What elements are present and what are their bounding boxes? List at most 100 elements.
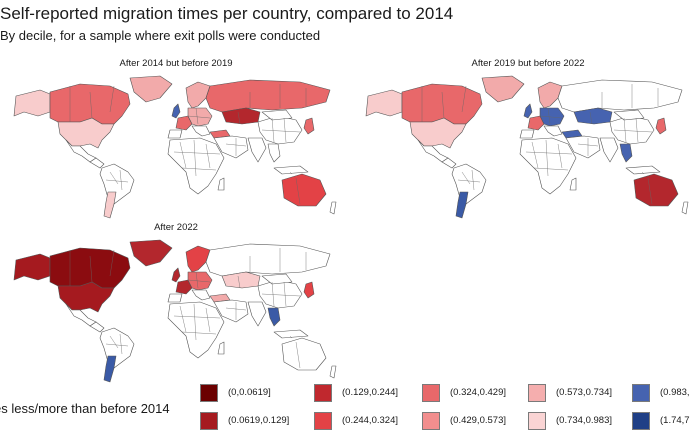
border-line	[589, 111, 593, 125]
region-italy-balkans	[191, 289, 211, 301]
border-line	[237, 275, 241, 289]
region-greenland	[129, 239, 173, 267]
panel-title-2: After 2019 but before 2022	[471, 58, 585, 69]
border-line	[547, 107, 551, 125]
border-line	[187, 279, 211, 283]
border-line	[237, 111, 241, 125]
border-line	[613, 129, 653, 133]
border-line	[193, 303, 197, 341]
border-line	[195, 107, 199, 125]
region-scandinavia	[537, 81, 563, 109]
border-line	[545, 139, 549, 177]
border-line	[193, 139, 197, 177]
region-se-asia	[267, 307, 281, 327]
border-line	[89, 91, 93, 119]
region-australia	[281, 337, 327, 371]
region-se-asia	[619, 143, 633, 163]
border-line	[181, 331, 217, 335]
region-madagascar	[217, 177, 225, 191]
border-line	[181, 167, 217, 171]
region-central-america	[441, 157, 457, 169]
region-uk	[171, 103, 181, 119]
legend-swatch	[632, 384, 650, 402]
legend-label: (0.983,	[660, 387, 690, 398]
border-line	[539, 115, 563, 119]
legend-label: (0.429,0.573]	[450, 415, 506, 426]
border-line	[271, 281, 275, 307]
border-line	[179, 305, 187, 333]
legend-swatch	[528, 384, 546, 402]
border-line	[109, 249, 115, 277]
border-line	[89, 255, 93, 283]
border-line	[557, 143, 563, 169]
region-south-america	[451, 163, 487, 205]
region-argentina	[455, 191, 469, 219]
border-line	[283, 117, 287, 143]
legend-label: (0,0.0619]	[228, 387, 271, 398]
border-line	[105, 343, 129, 347]
region-australia	[633, 173, 679, 207]
region-south-america	[99, 327, 135, 369]
region-india	[247, 301, 267, 327]
border-line	[461, 85, 467, 113]
border-line	[261, 129, 301, 133]
region-russia	[205, 79, 331, 113]
region-mongolia	[261, 273, 293, 285]
region-iberia	[519, 129, 535, 139]
region-indonesia	[625, 165, 661, 175]
border-line	[295, 177, 301, 205]
region-mongolia	[613, 109, 645, 121]
region-middle-east	[213, 135, 249, 159]
border-line	[271, 117, 275, 143]
region-central-america	[89, 321, 105, 333]
legend-label: (0.573,0.734]	[556, 387, 612, 398]
border-line	[109, 171, 119, 185]
region-canada	[49, 247, 131, 289]
region-italy-balkans	[543, 125, 563, 137]
border-line	[525, 151, 573, 155]
region-iberia	[167, 129, 183, 139]
region-alaska	[13, 89, 51, 117]
border-line	[441, 91, 445, 119]
border-line	[109, 85, 115, 113]
panel-title-1: After 2014 but before 2019	[119, 58, 233, 69]
border-line	[179, 141, 187, 169]
region-italy-balkans	[191, 125, 211, 137]
panel-title-3: After 2022	[154, 222, 198, 233]
border-line	[641, 171, 645, 175]
border-line	[173, 315, 221, 319]
legend-swatch	[314, 412, 332, 430]
border-line	[471, 169, 475, 191]
legend-label: (0.129,0.244]	[342, 387, 398, 398]
border-line	[261, 293, 301, 297]
border-line	[205, 143, 211, 169]
region-madagascar	[569, 177, 577, 191]
border-line	[173, 151, 221, 155]
region-greenland	[481, 75, 525, 103]
region-se-asia	[267, 143, 281, 163]
border-line	[457, 179, 481, 183]
region-scandinavia	[185, 245, 211, 273]
region-central-america	[89, 157, 105, 169]
border-line	[109, 335, 119, 349]
legend-label: (0.0619,0.129]	[228, 415, 290, 426]
border-line	[577, 143, 599, 147]
legend-label: (0.244,0.324]	[342, 415, 398, 426]
region-india	[599, 137, 619, 163]
region-africa	[167, 301, 225, 359]
region-alaska	[365, 89, 403, 117]
region-greenland	[129, 75, 173, 103]
border-line	[533, 167, 569, 171]
region-canada	[401, 83, 483, 125]
legend-swatch	[632, 412, 650, 430]
region-france	[175, 279, 193, 295]
region-france	[527, 115, 545, 131]
border-line	[531, 141, 539, 169]
region-france	[175, 115, 193, 131]
border-line	[225, 307, 247, 311]
legend-label: (0.734,0.983]	[556, 415, 612, 426]
legend-swatch	[200, 412, 218, 430]
legend-label: (1.74,7	[660, 415, 690, 426]
legend-swatch	[314, 384, 332, 402]
region-indonesia	[273, 165, 309, 175]
